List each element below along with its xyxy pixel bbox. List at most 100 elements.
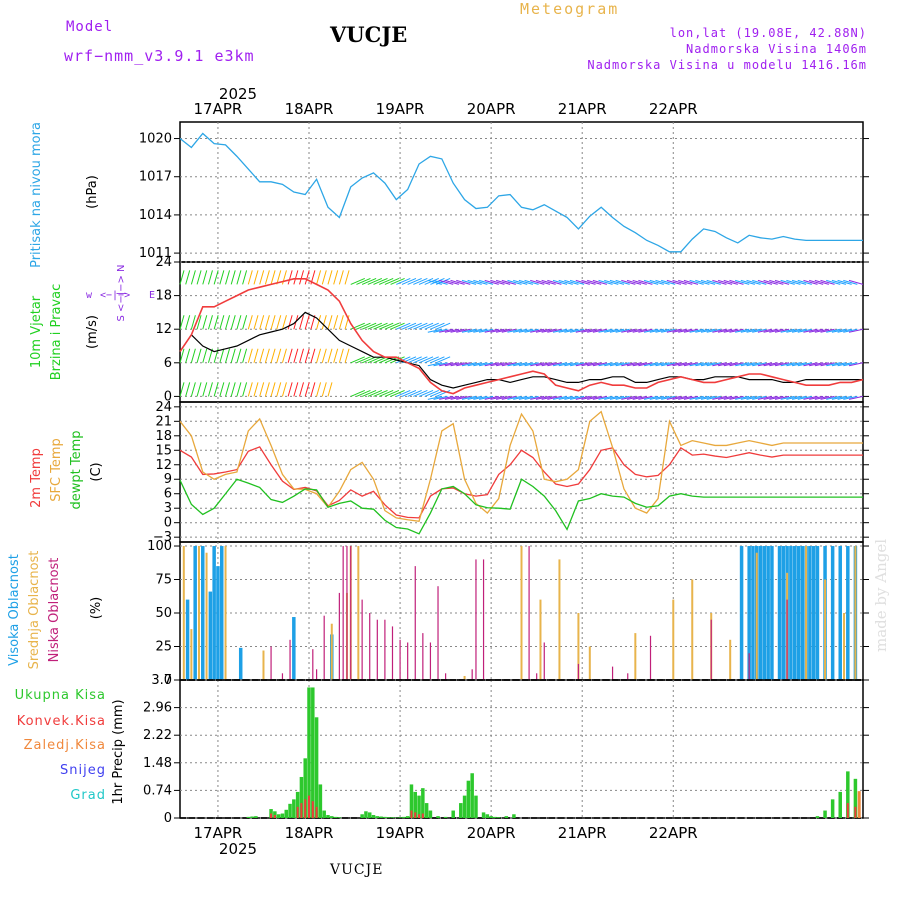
wind-arrow — [587, 328, 602, 333]
wind-gust-line — [179, 277, 864, 395]
wind-arrow — [207, 348, 213, 363]
wind-arrow — [803, 362, 818, 367]
cloud-bar-Niska — [312, 649, 314, 680]
wind-arrow — [786, 279, 801, 285]
precip-bar — [418, 814, 421, 818]
wind-arrow — [826, 362, 841, 367]
wind-arrow — [513, 362, 528, 367]
precip-bar — [280, 813, 285, 818]
wind-arrow — [259, 382, 265, 397]
precip-bar — [398, 817, 402, 818]
wind-arrow — [695, 279, 710, 285]
wind-arrow — [461, 395, 477, 400]
precip-bar — [854, 806, 857, 818]
date-label-bottom: 17APR — [194, 824, 243, 842]
precip-bar — [303, 758, 307, 818]
wind-arrow — [558, 362, 573, 367]
wind-arrow — [310, 315, 316, 330]
wind-arrow — [247, 348, 253, 363]
wind-arrow — [281, 270, 287, 285]
wind-arrow — [253, 382, 259, 397]
wind-arrow — [304, 270, 310, 285]
cloud-bar-Niska — [270, 646, 272, 680]
cloud-bar-Visoka — [292, 617, 296, 680]
wind-arrow — [253, 348, 259, 363]
wind-arrow — [581, 328, 596, 333]
temperature-frame — [179, 401, 864, 543]
wind-arrow — [780, 395, 795, 400]
wind-arrow — [435, 322, 451, 330]
wind-arrow — [558, 395, 573, 400]
precip-bar — [333, 816, 338, 818]
precip-bar — [823, 810, 827, 818]
wind-arrow — [632, 395, 647, 400]
wind-arrow — [598, 395, 613, 400]
cloud-bar-Niska — [577, 663, 580, 680]
wind-arrow — [524, 279, 539, 285]
wind-arrow — [356, 277, 371, 285]
pressure-ytick-label: 1017 — [139, 170, 172, 185]
wind-arrow — [247, 382, 253, 397]
temp-2m-title: 2m Temp — [29, 448, 44, 508]
wind-arrow — [706, 279, 721, 285]
cloud-bar-Srednja — [558, 559, 561, 680]
wind-arrow — [439, 395, 454, 400]
cloud-bar-Visoka — [201, 546, 205, 680]
wind-arrow — [757, 362, 773, 367]
temperature-ytick-label: 6 — [164, 487, 172, 502]
wind-arrow — [430, 322, 445, 330]
wind-arrow — [247, 315, 253, 330]
precip-bar — [292, 799, 296, 818]
clouds-ytick-label: 100 — [147, 539, 172, 554]
model-altitude-info: Nadmorska Visina u modelu 1416.16m — [587, 58, 867, 72]
wind-arrow — [356, 322, 371, 330]
wind-arrow — [213, 315, 219, 330]
wind-arrow — [490, 362, 505, 367]
cloud-bar-Visoka — [751, 546, 755, 680]
wind-arrow — [678, 328, 693, 333]
cloud-bar-Visoka — [758, 546, 763, 680]
precip-bar — [402, 816, 406, 818]
wind-arrow — [450, 328, 465, 333]
precip-legend-4: Grad — [70, 788, 106, 803]
date-label-top: 18APR — [285, 100, 334, 118]
cloud-bar-Srednja — [182, 546, 185, 680]
wind-arrow — [316, 270, 322, 285]
wind-arrow — [683, 395, 699, 400]
wind-arrow — [621, 395, 636, 400]
wind-ytick-label: 0 — [164, 389, 172, 404]
precip-bar — [481, 812, 486, 818]
wind-arrow — [433, 279, 448, 285]
wind-arrow — [439, 279, 454, 285]
cloud-bar-Visoka — [781, 546, 786, 680]
wind-arrow — [666, 328, 681, 333]
precip-bar — [318, 784, 323, 818]
pressure-ytick-label: 1014 — [139, 208, 172, 223]
wind-arrow — [496, 328, 511, 333]
wind-arrow — [396, 322, 411, 330]
cloud-bar-Niska — [346, 546, 348, 680]
wind-arrow — [236, 270, 242, 285]
wind-arrow — [304, 348, 310, 363]
wind-arrow — [270, 315, 276, 330]
cloud-bar-Niska — [407, 642, 409, 680]
wind-arrow — [661, 395, 676, 400]
wind-arrow — [384, 277, 400, 285]
wind-arrow — [338, 315, 344, 330]
precip-bar — [443, 816, 448, 818]
temperature-ytick-label: 15 — [155, 443, 172, 458]
precip-bar — [308, 795, 311, 818]
wind-arrow — [615, 279, 630, 285]
wind-arrow — [780, 279, 795, 285]
wind-arrow — [569, 279, 585, 285]
wind-arrow — [338, 348, 344, 363]
wind-arrow — [418, 322, 434, 330]
wind-arrow — [490, 279, 505, 285]
precip-bar — [853, 778, 858, 818]
wind-arrow — [444, 362, 459, 367]
wind-ytick-label: 12 — [155, 322, 172, 337]
wind-arrow — [575, 395, 590, 400]
wind-arrow — [843, 279, 858, 285]
precip-bar — [421, 813, 424, 818]
wind-arrow — [518, 362, 533, 367]
